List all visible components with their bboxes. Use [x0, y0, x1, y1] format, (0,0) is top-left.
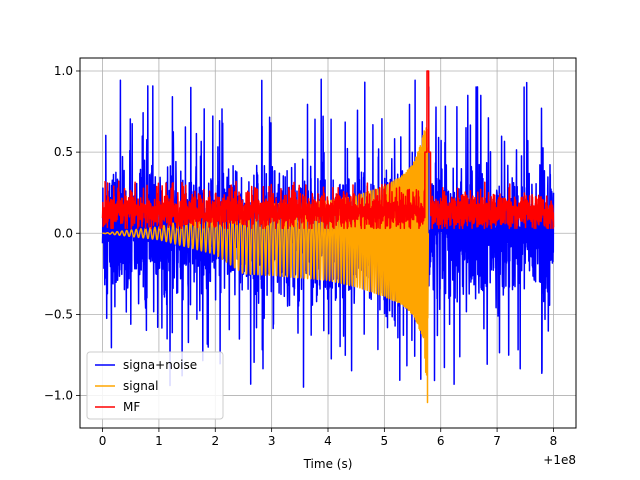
ticks-layer: 0 1 2 3 4 5 6 7 8 −1.0 −0.5 0.0 0.5 1.0 — [44, 64, 557, 448]
y-tick-label: 0.5 — [54, 145, 73, 159]
series-layer — [101, 70, 555, 404]
y-tick-label: 1.0 — [54, 64, 73, 78]
y-tick-label: 0.0 — [54, 226, 73, 240]
legend-label: signal — [123, 379, 159, 393]
x-axis-label: Time (s) — [303, 457, 353, 471]
series-line-signal — [101, 127, 430, 404]
series-line-mf — [101, 70, 555, 230]
legend-label: signa+noise — [123, 358, 197, 372]
x-offset-text: +1e8 — [543, 453, 576, 467]
y-tick-label: −1.0 — [44, 389, 73, 403]
x-tick-label: 7 — [493, 434, 501, 448]
x-tick-label: 2 — [211, 434, 219, 448]
x-tick-label: 1 — [155, 434, 163, 448]
x-tick-label: 8 — [550, 434, 558, 448]
x-tick-label: 4 — [324, 434, 332, 448]
x-tick-label: 3 — [268, 434, 276, 448]
legend: signa+noise signal MF — [86, 351, 224, 420]
x-tick-label: 5 — [381, 434, 389, 448]
y-tick-label: −0.5 — [44, 307, 73, 321]
x-tick-label: 0 — [99, 434, 107, 448]
legend-box — [86, 351, 224, 420]
legend-label: MF — [123, 400, 140, 414]
x-tick-label: 6 — [437, 434, 445, 448]
plot-area — [101, 70, 555, 404]
